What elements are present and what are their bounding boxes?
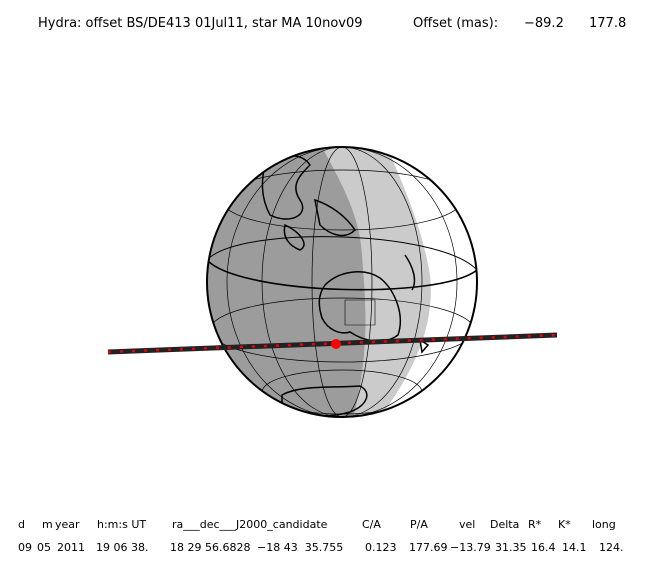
column-header: m (42, 518, 53, 531)
cell: 14.1 (562, 541, 587, 554)
cell: 16.4 (531, 541, 556, 554)
cell: 124. (599, 541, 624, 554)
equator-back (207, 236, 477, 271)
cell: 0.123 (365, 541, 397, 554)
column-header: d (18, 518, 25, 531)
track-ticks (107, 333, 558, 354)
shadow-track (107, 332, 558, 355)
cell: 09 (18, 541, 32, 554)
cell: 31.35 (495, 541, 527, 554)
cell: 05 (37, 541, 51, 554)
column-header: Delta (490, 518, 519, 531)
cell: −18 43 35.755 (257, 541, 343, 554)
data-table: d m year h:m:s UT ra___dec___J2000_candi… (18, 518, 624, 554)
offset-value: 177.8 (589, 16, 626, 31)
cell: 177.69 (409, 541, 448, 554)
offset-value: −89.2 (524, 16, 564, 31)
column-header: long (592, 518, 616, 531)
globe-outline (206, 146, 478, 418)
event-point (331, 339, 341, 349)
cell: 2011 (57, 541, 85, 554)
globe (207, 147, 477, 417)
column-header: K* (558, 518, 571, 531)
cell: −13.79 (450, 541, 491, 554)
title: Hydra: offset BS/DE413 01Jul11, star MA … (38, 16, 363, 31)
column-header: C/A (362, 518, 381, 531)
column-header: P/A (410, 518, 428, 531)
equator-front (207, 259, 477, 291)
column-header: year (55, 518, 80, 531)
column-header: R* (528, 518, 542, 531)
column-header: ra___dec___J2000_candidate (172, 518, 328, 531)
cell: 19 06 38. (96, 541, 148, 554)
cell: 18 29 56.6828 (170, 541, 250, 554)
column-header: vel (459, 518, 475, 531)
column-header: h:m:s UT (97, 518, 146, 531)
offset-label: Offset (mas): (413, 16, 498, 31)
